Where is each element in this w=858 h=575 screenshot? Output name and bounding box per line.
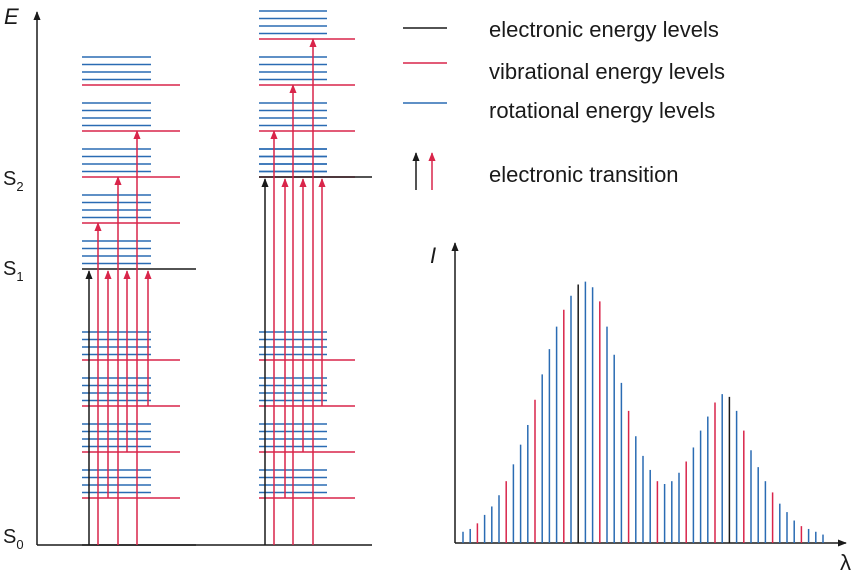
legend-label-transition: electronic transition <box>489 162 679 187</box>
energy-ladder-right <box>259 10 372 499</box>
spectrum-lines <box>462 281 824 543</box>
legend-label-electronic: electronic energy levels <box>489 17 719 42</box>
energy-ladder-left <box>82 56 196 546</box>
state-label-s2: S2 <box>3 168 24 194</box>
legend: electronic energy levels vibrational ene… <box>403 17 725 190</box>
spectrum-y-label: I <box>430 243 436 268</box>
legend-label-vibrational: vibrational energy levels <box>489 59 725 84</box>
transitions-left <box>85 130 152 545</box>
legend-label-rotational: rotational energy levels <box>489 98 715 123</box>
transitions-right <box>261 38 326 545</box>
energy-axis-label: E <box>4 4 19 29</box>
spectrum-chart: I λ <box>430 242 851 575</box>
state-label-s1: S1 <box>3 258 24 284</box>
spectrum-x-label: λ <box>840 550 851 575</box>
state-label-s0: S0 <box>3 526 24 552</box>
